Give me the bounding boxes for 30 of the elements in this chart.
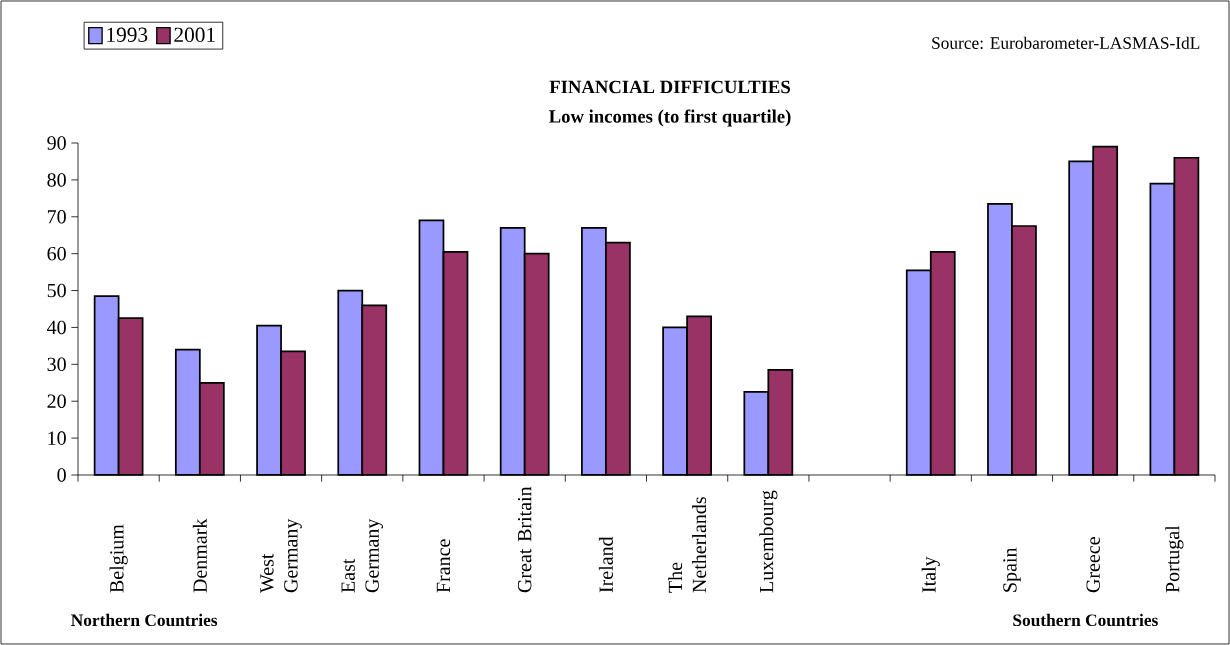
legend-label: 1993 bbox=[107, 27, 148, 42]
x-tick-label: Denmark bbox=[192, 518, 207, 593]
x-tick-label: France bbox=[436, 539, 451, 593]
x-tick-label: Greece bbox=[1086, 537, 1100, 593]
x-tick-label: The Netherlands bbox=[668, 497, 707, 593]
y-tick-label: 70 bbox=[47, 210, 66, 224]
y-tick-label: 20 bbox=[47, 394, 66, 408]
chart-title: FINANCIAL DIFFICULTIES bbox=[549, 80, 790, 94]
y-tick-label: 40 bbox=[47, 320, 66, 335]
legend-label: 2001 bbox=[174, 27, 215, 42]
source-note: Source: Eurobarometer-LASMAS-IdL bbox=[932, 36, 1200, 49]
x-tick-label: Great Britain bbox=[517, 486, 532, 593]
x-tick-label: Portugal bbox=[1165, 525, 1184, 593]
text: Northern Countries bbox=[71, 613, 218, 627]
x-tick-label: Italy bbox=[921, 556, 940, 593]
y-tick-label: 90 bbox=[47, 136, 66, 150]
text: Southern Countries bbox=[1013, 613, 1158, 627]
x-tick-label: Belgium bbox=[109, 524, 128, 593]
x-tick-label: East Germany bbox=[341, 518, 383, 593]
y-tick-label: 30 bbox=[47, 357, 66, 372]
y-tick-label: 60 bbox=[47, 246, 66, 261]
x-tick-label: West Germany bbox=[260, 518, 302, 594]
x-tick-label: Spain bbox=[1003, 547, 1021, 592]
y-tick-label: 80 bbox=[47, 173, 66, 187]
y-tick-label: 10 bbox=[48, 431, 66, 445]
x-tick-label: Ireland bbox=[598, 536, 613, 593]
y-tick-label: 50 bbox=[47, 283, 66, 298]
x-tick-label: Luxembourg bbox=[759, 490, 778, 593]
chart-subtitle: Low incomes (to first quartile) bbox=[549, 109, 791, 127]
y-tick-label: 0 bbox=[57, 468, 66, 482]
